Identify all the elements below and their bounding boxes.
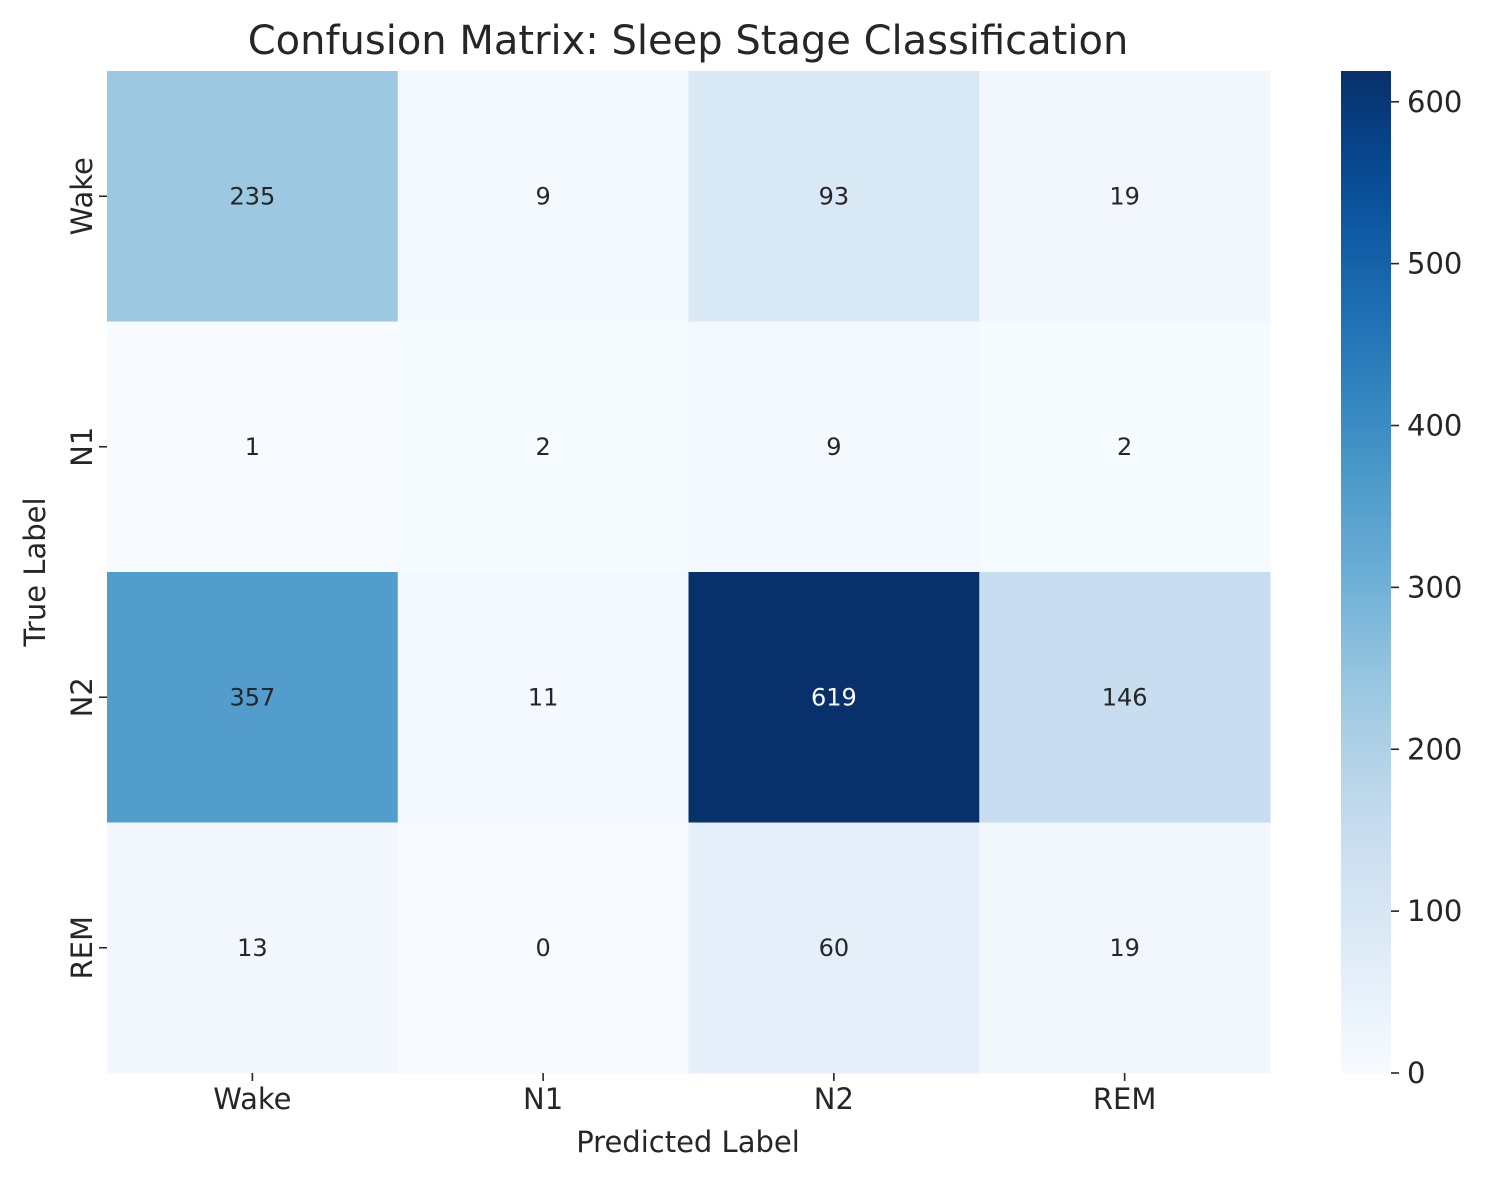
x-tick-label-n2: N2 bbox=[814, 1082, 854, 1116]
cell-value-label: 93 bbox=[819, 182, 850, 210]
heatmap-cell-n1-rem bbox=[979, 321, 1271, 573]
colorbar-tick-label: 400 bbox=[1407, 409, 1462, 443]
colorbar-tick-label: 200 bbox=[1407, 732, 1462, 766]
colorbar-tick-label: 100 bbox=[1407, 894, 1462, 928]
colorbar-tick-label: 600 bbox=[1407, 85, 1462, 119]
x-tick-label-rem: REM bbox=[1093, 1082, 1157, 1116]
cell-value-label: 235 bbox=[229, 182, 275, 210]
x-axis-label: Predicted Label bbox=[576, 1125, 800, 1159]
y-tick-label-rem: REM bbox=[65, 916, 99, 980]
x-tick-label-n1: N1 bbox=[523, 1082, 563, 1116]
y-tick-label-n1: N1 bbox=[65, 427, 99, 467]
x-axis: Wake N1 N2 REM bbox=[213, 1073, 1156, 1116]
cell-value-label: 1 bbox=[245, 433, 260, 461]
heatmap-cell-n1-n1 bbox=[397, 321, 689, 573]
chart-title: Confusion Matrix: Sleep Stage Classifica… bbox=[248, 18, 1129, 64]
heatmap-cell-wake-wake bbox=[107, 71, 399, 322]
cell-value-label: 19 bbox=[1109, 182, 1140, 210]
colorbar: 0 100 200 300 400 500 600 bbox=[1341, 71, 1462, 1090]
cell-value-label: 0 bbox=[535, 934, 550, 962]
heatmap-cell-n2-rem bbox=[979, 572, 1271, 823]
heatmap-cell-rem-wake bbox=[107, 822, 399, 1074]
heatmap-cell-rem-n2 bbox=[688, 822, 980, 1074]
cell-value-label: 60 bbox=[819, 934, 850, 962]
heatmap-cell-n2-n1 bbox=[397, 572, 689, 823]
colorbar-tick-label: 0 bbox=[1407, 1056, 1425, 1090]
cell-value-label: 9 bbox=[826, 433, 841, 461]
cell-value-label: 357 bbox=[229, 683, 275, 711]
cell-value-label: 619 bbox=[811, 683, 857, 711]
heatmap-cell-rem-rem bbox=[979, 822, 1271, 1074]
heatmap-cell-labels: 235 9 93 19 1 2 9 2 357 11 619 146 13 0 60 19 bbox=[229, 182, 1147, 962]
y-axis: Wake N1 N2 REM bbox=[65, 157, 107, 980]
heatmap-cell-wake-rem bbox=[979, 71, 1271, 322]
cell-value-label: 13 bbox=[237, 934, 268, 962]
heatmap-cell-wake-n1 bbox=[397, 71, 689, 322]
heatmap-cell-n2-n2 bbox=[688, 572, 980, 823]
cell-value-label: 2 bbox=[535, 433, 550, 461]
x-tick-label-wake: Wake bbox=[213, 1082, 291, 1116]
colorbar-tick-label: 300 bbox=[1407, 570, 1462, 604]
colorbar-gradient bbox=[1341, 71, 1391, 1073]
y-tick-label-n2: N2 bbox=[65, 677, 99, 717]
y-axis-label: True Label bbox=[18, 497, 52, 647]
heatmap-cell-rem-n1 bbox=[397, 822, 689, 1074]
y-tick-label-wake: Wake bbox=[65, 157, 99, 235]
heatmap-cell-n2-wake bbox=[107, 572, 399, 823]
cell-value-label: 2 bbox=[1117, 433, 1132, 461]
heatmap-cells bbox=[107, 71, 1271, 1074]
heatmap-cell-wake-n2 bbox=[688, 71, 980, 322]
cell-value-label: 11 bbox=[528, 683, 559, 711]
colorbar-tick-label: 500 bbox=[1407, 247, 1462, 281]
heatmap-cell-n1-n2 bbox=[688, 321, 980, 573]
cell-value-label: 146 bbox=[1102, 683, 1148, 711]
cell-value-label: 19 bbox=[1109, 934, 1140, 962]
cell-value-label: 9 bbox=[535, 182, 550, 210]
heatmap-cell-n1-wake bbox=[107, 321, 399, 573]
